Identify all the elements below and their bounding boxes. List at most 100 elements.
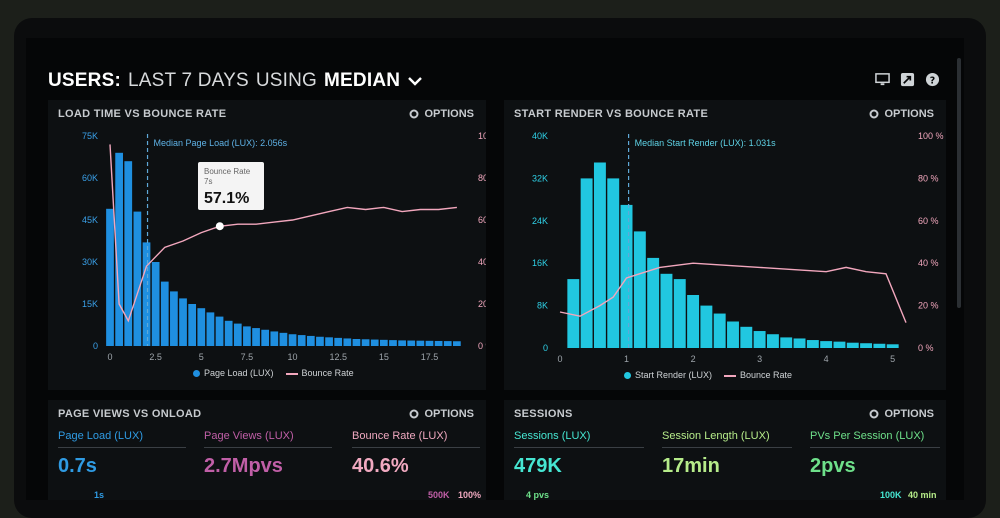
bar [188,304,197,346]
bar [279,332,288,346]
legend-item-start-render[interactable]: Start Render (LUX) [624,370,712,380]
x-tick-label: 1 [624,354,629,364]
options-button[interactable]: OPTIONS [869,108,934,120]
y-tick-label: 24K [532,216,548,226]
bar [740,326,753,348]
header-using: USING [255,70,318,91]
bar [361,339,370,346]
bar [647,257,660,348]
scrollbar[interactable] [957,58,961,308]
bar [713,313,726,348]
bar [334,337,343,346]
monitor-icon[interactable] [875,72,890,87]
gear-icon [869,109,879,119]
metric-value: 2.7Mpvs [204,455,283,477]
bar [261,329,270,346]
bar [660,273,673,348]
bar [133,211,142,346]
y2-tick-label: 20 % [918,301,939,311]
bar [398,340,406,346]
metric-session-length[interactable]: Session Length (LUX) 17min [662,430,792,478]
bar [160,281,169,346]
bar [206,312,215,346]
bar [233,323,242,346]
chart-legend: Page Load (LUX) Bounce Rate [193,368,354,378]
tooltip-marker [215,222,224,231]
x-tick-label: 17.5 [421,352,439,362]
bar [288,334,297,346]
options-button[interactable]: OPTIONS [409,408,474,420]
header-range[interactable]: LAST 7 DAYS [128,70,249,91]
chevron-down-icon[interactable] [407,73,423,89]
bar [567,279,580,348]
metric-divider [662,447,792,448]
metric-value: 40.6% [352,455,409,477]
options-label: OPTIONS [884,408,934,420]
y2-tick-label: 80 % [918,173,939,183]
bar [846,342,859,348]
bar [407,340,416,346]
bar [820,341,833,348]
bar [673,279,686,348]
legend-item-page-load[interactable]: Page Load (LUX) [193,368,274,378]
bar [270,331,279,346]
load-time-panel: LOAD TIME VS BOUNCE RATE OPTIONS 0 15K 30K… [48,100,486,390]
start-render-chart: 0 8K 16K 24K 32K 40K 0 % 20 % 40 % 60 % 80 % 100 % 0… [532,131,944,364]
bar [325,337,333,346]
x-tick-label: 3 [757,354,762,364]
bar [425,340,434,346]
bar [780,337,793,348]
legend-item-bounce-rate[interactable]: Bounce Rate [724,370,792,380]
bar [607,178,620,348]
y-tick-label: 60K [82,173,98,183]
tooltip-sub: 7s [204,177,212,186]
metric-divider [204,447,332,448]
bar [224,320,233,346]
legend-item-bounce-rate[interactable]: Bounce Rate [285,368,354,378]
metric-divider [514,447,644,448]
header-stat[interactable]: MEDIAN [324,70,401,91]
help-icon[interactable]: ? [925,72,940,87]
bar [620,204,633,348]
bar [873,343,886,348]
metric-value: 2pvs [810,455,856,477]
y2-tick-label: 0 % [478,341,486,351]
page-views-panel: PAGE VIEWS VS ONLOAD OPTIONS Page Load (… [48,400,486,500]
y-tick-label: 16K [532,258,548,268]
bar [687,295,700,348]
x-tick-label: 0 [107,352,112,362]
y2-tick-label: 0 % [918,343,934,353]
bar [833,341,846,348]
external-link-icon[interactable] [900,72,915,87]
metric-value: 0.7s [58,455,97,477]
options-button[interactable]: OPTIONS [869,408,934,420]
bar [297,335,306,346]
y2-tick-label: 60 % [918,216,939,226]
bar [593,162,606,348]
panel-title: LOAD TIME VS BOUNCE RATE [58,108,227,120]
metric-sessions[interactable]: Sessions (LUX) 479K [514,430,644,478]
bar [886,344,899,348]
y-tick-label: 8K [537,301,548,311]
metric-page-load[interactable]: Page Load (LUX) 0.7s [58,430,186,478]
y-tick-label: 15K [82,299,98,309]
y2-tick-label: 80 % [478,173,486,183]
metric-page-views[interactable]: Page Views (LUX) 2.7Mpvs [204,430,332,478]
metric-divider [810,447,940,448]
bar [379,339,388,346]
options-label: OPTIONS [424,108,474,120]
panel-title: SESSIONS [514,408,573,420]
metric-bounce-rate[interactable]: Bounce Rate (LUX) 40.6% [352,430,480,478]
foot-right: 40 min [908,490,937,500]
top-icon-bar: ? [875,72,940,87]
x-tick-label: 12.5 [329,352,347,362]
options-button[interactable]: OPTIONS [409,108,474,120]
users-filter-header[interactable]: USERS: LAST 7 DAYS USING MEDIAN [48,66,423,96]
foot-left: 1s [94,490,105,500]
y-tick-label: 40K [532,131,548,141]
y-tick-label: 0 [93,341,98,351]
metric-value: 17min [662,455,720,477]
y-tick-label: 45K [82,215,98,225]
metric-pvs-per-session[interactable]: PVs Per Session (LUX) 2pvs [810,430,940,478]
metric-divider [58,447,186,448]
